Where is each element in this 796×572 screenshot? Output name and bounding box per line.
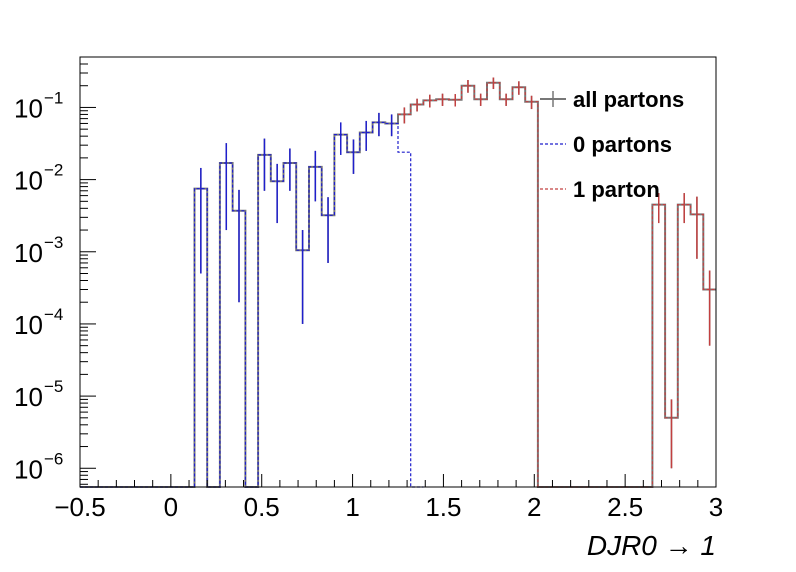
y-tick-exponent: −1 — [44, 88, 63, 107]
y-tick-base: 10 — [14, 93, 43, 123]
x-tick-label: 2.5 — [607, 492, 643, 522]
axis-ticks — [79, 56, 717, 487]
y-tick-label: 10 −6 — [14, 449, 63, 484]
histogram-line — [80, 121, 424, 488]
legend-label: all partons — [573, 87, 684, 112]
y-tick-label: 10 −2 — [14, 161, 63, 196]
legend-label: 1 parton — [573, 177, 660, 202]
y-tick-base: 10 — [14, 382, 43, 412]
x-tick-label: 0.5 — [244, 492, 280, 522]
y-tick-exponent: −4 — [44, 305, 63, 324]
histogram-line — [80, 81, 716, 488]
legend-label: 0 partons — [573, 132, 672, 157]
x-axis-title: DJR0 → 1 — [587, 530, 716, 561]
y-tick-label: 10 −3 — [14, 233, 63, 268]
legend-entry-0-partons: 0 partons — [540, 132, 672, 157]
y-tick-exponent: −6 — [44, 449, 63, 468]
y-tick-label: 10 −5 — [14, 377, 63, 412]
histogram-line — [398, 82, 716, 488]
plot-frame — [79, 56, 717, 488]
legend-entry-all-partons: all partons — [540, 87, 684, 112]
series-1-parton — [398, 77, 716, 488]
y-tick-label: 10 −1 — [14, 88, 63, 123]
legend: all partons 0 partons 1 parton — [540, 87, 684, 202]
y-tick-label: 10 −4 — [14, 305, 63, 340]
y-tick-base: 10 — [14, 310, 43, 340]
y-tick-exponent: −3 — [44, 233, 63, 252]
series-layer — [80, 77, 716, 488]
y-tick-exponent: −2 — [44, 161, 63, 180]
y-tick-exponent: −5 — [44, 377, 63, 396]
x-tick-label: 1 — [345, 492, 359, 522]
x-tick-label: 0 — [164, 492, 178, 522]
x-tick-label: 3 — [709, 492, 723, 522]
x-tick-label: −0.5 — [54, 492, 105, 522]
y-tick-base: 10 — [14, 238, 43, 268]
y-tick-base: 10 — [14, 166, 43, 196]
legend-entry-1-parton: 1 parton — [540, 177, 660, 202]
x-tick-label: 1.5 — [425, 492, 461, 522]
x-tick-label: 2 — [527, 492, 541, 522]
y-tick-base: 10 — [14, 454, 43, 484]
series-0-partons — [80, 112, 424, 488]
axis-labels: −0.5 0 0.5 1 1.5 2 2.5 310−610−510−410−310 −210−… — [14, 88, 723, 522]
